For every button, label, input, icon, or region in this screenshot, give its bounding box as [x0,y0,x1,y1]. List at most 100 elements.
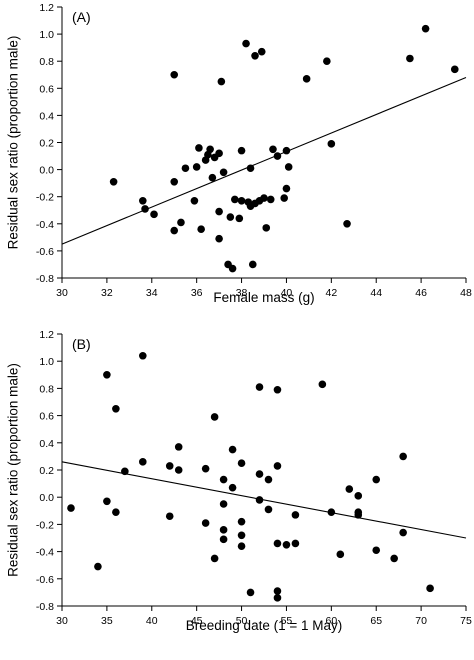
data-point [150,210,158,219]
data-point [237,459,246,468]
data-point [109,177,118,186]
data-point [257,47,266,56]
y-tick-label: 0.2 [39,465,54,477]
y-tick-label: 0.8 [39,56,54,68]
x-tick-label: 32 [101,287,113,299]
data-point [67,504,75,512]
data-point [215,234,223,243]
data-point [264,475,273,484]
x-tick-label: 46 [415,287,427,299]
data-point [139,196,147,205]
x-tick-label: 44 [370,287,382,299]
y-tick-label: -0.8 [36,273,54,285]
data-point [165,512,174,521]
data-point [201,519,210,527]
data-point [399,452,407,461]
x-tick-label: 30 [56,287,68,299]
data-point [208,173,217,182]
data-point [251,51,259,60]
data-point [237,531,246,540]
x-tick-label: 40 [281,287,293,299]
x-tick-label: 65 [370,615,382,627]
panel-label: (A) [72,9,91,25]
panel-label: (B) [72,336,91,352]
data-point [206,145,214,154]
y-tick-label: -0.6 [36,574,54,586]
data-point [103,497,111,506]
y-tick-label: 1.0 [39,356,54,368]
trend-line [61,461,467,539]
data-point [210,554,219,563]
data-point [170,226,179,235]
data-point [354,511,363,519]
data-point [242,39,250,48]
x-axis-title: Female mass (g) [213,290,314,305]
y-tick-label: 0.8 [39,383,54,395]
y-tick-label: -0.2 [36,519,54,531]
data-point [246,588,255,597]
data-point [318,380,327,389]
data-point [139,458,147,466]
data-point [264,505,273,514]
data-point [195,144,203,152]
data-point [174,466,183,474]
data-point [280,194,289,202]
data-point [228,264,237,273]
y-axis-title: Residual sex ratio (proportion male) [6,36,21,250]
x-tick-label: 75 [460,615,472,627]
data-point [255,496,264,504]
x-tick-label: 30 [56,615,68,627]
data-point [139,351,147,360]
panel-a: -0.8 -0.6 -0.4 -0.2 0.0 0.2 0.4 0.6 0.8 1.0 1.2 30 3… [6,2,472,305]
data-point [219,475,228,484]
data-point [406,54,414,63]
data-point [219,168,228,177]
panel-b: -0.8 -0.6 -0.4 -0.2 0.0 0.2 0.4 0.6 0.8 1.0 1.2 30 3… [6,329,472,633]
data-point [219,526,228,534]
x-tick-label: 34 [146,287,158,299]
data-point [192,163,201,171]
data-point [231,195,239,204]
data-point [201,464,210,473]
data-point [323,57,331,65]
data-point [327,140,336,148]
x-tick-label: 45 [191,615,203,627]
data-point [237,196,246,205]
data-point [246,164,255,173]
y-axis-title: Residual sex ratio (proportion male) [6,363,21,577]
data-point [228,445,237,454]
data-point [181,164,190,173]
y-tick-label: 0.4 [39,438,54,450]
data-point [177,218,185,227]
data-point [112,405,120,413]
data-point [226,213,235,221]
y-tick-label: 1.2 [39,2,54,14]
y-tick-label: -0.4 [36,547,54,559]
data-point [372,475,381,484]
data-point [273,539,282,548]
y-tick-label: -0.6 [36,246,54,258]
trend-line [61,76,467,245]
data-point [255,470,264,478]
data-point [215,207,223,216]
x-tick-label: 55 [281,615,293,627]
data-point [215,149,223,158]
data-point [343,220,351,228]
data-point [327,508,336,516]
data-point [255,383,264,391]
x-axis-title: Breeding date (1 = 1 May) [186,618,342,633]
y-tick-label: -0.8 [36,601,54,613]
x-tick-label: 35 [101,615,113,627]
data-point [170,70,179,79]
data-point [217,77,226,86]
data-point [141,205,149,213]
data-point [291,511,300,519]
data-point [282,541,291,549]
y-tick-label: 0.0 [39,492,54,504]
data-point [282,146,291,155]
data-point [228,483,237,492]
y-tick-label: -0.2 [36,192,54,204]
data-point [390,554,398,563]
data-point [302,75,311,83]
